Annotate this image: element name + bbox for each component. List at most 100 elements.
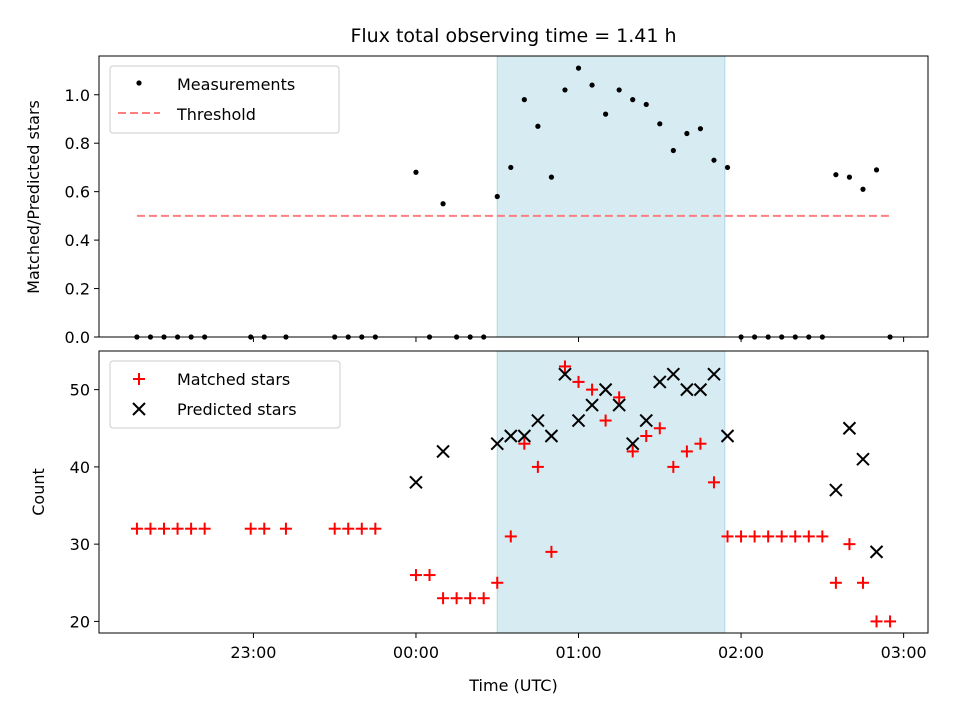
matched-stars-point — [171, 522, 184, 535]
predicted-stars-point — [409, 475, 423, 490]
bottom-plot-area — [130, 360, 897, 628]
measurement-point — [724, 164, 731, 171]
x-tick-label: 00:00 — [393, 643, 439, 662]
matched-stars-point — [613, 391, 626, 404]
matched-stars-point — [680, 445, 693, 458]
measurement-point — [616, 87, 622, 93]
matched-stars-point — [870, 615, 883, 628]
matched-stars-point — [775, 530, 788, 543]
matched-stars-point — [653, 422, 666, 435]
matched-stars-point — [545, 545, 558, 558]
top-panel: 0.0 0.2 0.4 0.6 0.8 1.0 Matched/Predicted sta… — [24, 55, 929, 347]
matched-stars-point — [144, 522, 157, 535]
matched-stars-point — [437, 592, 450, 605]
matched-stars-point — [355, 522, 368, 535]
predicted-stars-point — [869, 545, 884, 559]
bottom-x-axis: 23:00 00:00 01:00 02:00 03:00 — [230, 633, 927, 662]
matched-stars-point — [586, 383, 599, 396]
measurement-point — [657, 121, 663, 127]
predicted-stars-point — [598, 382, 613, 397]
matched-stars-point — [504, 530, 517, 543]
y-tick-label: 40 — [70, 458, 90, 477]
predicted-stars-point — [504, 429, 518, 443]
bottom-y-axis: 20 30 40 50 — [70, 381, 99, 631]
matched-stars-point — [843, 538, 856, 551]
measurement-point — [670, 147, 676, 154]
top-axes-frame — [98, 55, 929, 338]
matched-stars-point — [599, 414, 612, 427]
predicted-stars-point — [625, 437, 640, 451]
measurement-point — [860, 186, 866, 192]
predicted-stars-point — [666, 367, 681, 381]
measurement-point — [589, 82, 595, 88]
predicted-stars-point — [653, 375, 667, 389]
y-tick-label: 0.8 — [65, 134, 90, 153]
matched-stars-point — [158, 522, 171, 535]
matched-stars-point — [531, 460, 544, 473]
y-tick-label: 0.6 — [65, 183, 90, 202]
matched-stars-point — [735, 530, 748, 543]
bottom-panel: 20 30 40 50 23:00 00:00 01:00 02:00 03:00 Count… — [29, 350, 929, 695]
matched-stars-point — [829, 576, 842, 589]
measurement-point — [508, 164, 514, 171]
bottom-axes-frame — [98, 350, 929, 634]
measurement-point — [846, 174, 853, 180]
measurement-point — [684, 130, 690, 137]
matched-stars-point — [884, 615, 897, 628]
matched-stars-point — [816, 530, 829, 543]
predicted-stars-point — [829, 483, 843, 497]
matched-stars-point — [258, 522, 271, 535]
top-y-axis: 0.0 0.2 0.4 0.6 0.8 1.0 — [65, 86, 99, 347]
predicted-stars-point — [558, 367, 572, 381]
measurement-point — [630, 97, 636, 103]
top-highlight-span — [496, 55, 726, 338]
predicted-stars-point — [490, 437, 504, 451]
predicted-stars-point — [693, 382, 708, 397]
measurement-point — [603, 111, 609, 117]
y-tick-label: 0.2 — [65, 280, 90, 299]
matched-stars-point — [694, 437, 707, 450]
matched-stars-point — [789, 530, 802, 543]
bottom-highlight-span — [496, 350, 726, 634]
predicted-stars-point — [544, 429, 559, 443]
predicted-stars-point — [585, 398, 599, 412]
y-tick-label: 0.4 — [65, 231, 90, 250]
matched-stars-point — [328, 522, 341, 535]
matched-stars-point — [667, 460, 680, 473]
matched-stars-point — [423, 569, 436, 582]
measurement-point — [711, 157, 717, 163]
predicted-stars-point — [531, 413, 545, 428]
predicted-stars-point — [436, 444, 450, 459]
matched-stars-point — [558, 360, 571, 373]
predicted-stars-point — [842, 421, 857, 435]
matched-stars-point — [518, 437, 531, 450]
matched-stars-point — [748, 530, 761, 543]
matched-stars-point — [244, 522, 257, 535]
predicted-stars-point — [639, 413, 653, 428]
top-y-axis-label: Matched/Predicted stars — [24, 100, 43, 294]
x-axis-label: Time (UTC) — [468, 676, 557, 695]
matched-stars-point — [464, 592, 477, 605]
legend-threshold-label: Threshold — [176, 105, 256, 124]
matched-stars-point — [342, 522, 355, 535]
measurement-point — [440, 201, 446, 207]
measurement-point — [873, 167, 880, 173]
x-tick-label: 23:00 — [230, 643, 276, 662]
matched-stars-point — [198, 522, 211, 535]
measurement-point — [697, 126, 704, 132]
predicted-stars-point — [720, 429, 735, 443]
legend-matched-label: Matched stars — [177, 370, 290, 389]
legend-predicted-marker — [132, 402, 146, 416]
matched-stars-point — [450, 592, 463, 605]
predicted-stars-point — [612, 398, 626, 412]
top-legend: Measurements Threshold — [109, 65, 340, 134]
y-tick-label: 0.0 — [65, 328, 90, 347]
measurement-point — [562, 87, 568, 93]
measurement-point — [548, 174, 555, 180]
matched-stars-point — [409, 569, 422, 582]
y-tick-label: 50 — [70, 381, 90, 400]
x-tick-label: 02:00 — [718, 643, 764, 662]
measurement-point — [521, 97, 527, 103]
matched-stars-point — [856, 576, 869, 589]
